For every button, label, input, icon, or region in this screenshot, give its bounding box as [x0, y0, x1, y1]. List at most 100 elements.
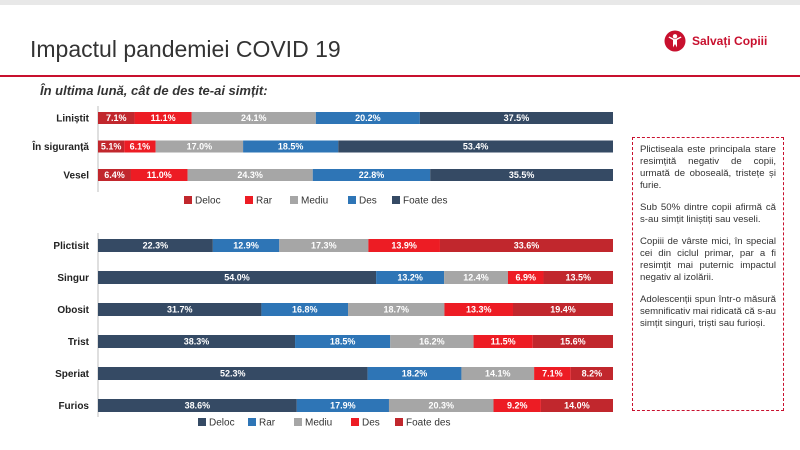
- chart-2: Plictisit 22.3% 12.9% 17.3% 13.9% 33.6% Singur…: [53, 233, 613, 429]
- bar-speriat-des: [534, 367, 571, 380]
- bar-vesel-rar: [130, 169, 188, 181]
- bar-speriat-rar: [367, 367, 462, 380]
- data-label-plictisit-mediu: 17.3%: [311, 241, 337, 251]
- data-label-furios-des: 9.2%: [507, 401, 528, 411]
- data-label-trist-mediu: 16.2%: [419, 337, 445, 347]
- category-label-furios: Furios: [58, 401, 89, 412]
- bar-obosit-foate-des: [512, 303, 613, 316]
- legend-swatch-des: [348, 196, 356, 204]
- brand-logo: Salvați Copiii: [664, 30, 767, 52]
- data-label-vesel-rar: 11.0%: [147, 170, 172, 180]
- data-label-furios-rar: 17.9%: [330, 401, 356, 411]
- data-label-vesel-deloc: 6.4%: [104, 170, 125, 180]
- bar-speriat-deloc: [98, 367, 368, 380]
- stacked-bar-charts: Liniștit 7.1% 11.1% 24.1% 20.2% 37.5% În sigur…: [31, 106, 613, 429]
- data-label-obosit-deloc: 31.7%: [167, 305, 193, 315]
- legend-label-des: Des: [362, 418, 380, 429]
- legend-label-deloc: Deloc: [209, 418, 235, 429]
- data-label-vesel-foate-des: 35.5%: [509, 170, 535, 180]
- data-label-furios-mediu: 20.3%: [428, 401, 454, 411]
- data-label-trist-deloc: 38.3%: [184, 337, 210, 347]
- page-title: Impactul pandemiei COVID 19: [30, 36, 341, 62]
- data-label-in-siguranta-deloc: 5.1%: [101, 142, 122, 152]
- bar-singur-rar: [376, 271, 445, 284]
- bar-vesel-des: [312, 169, 431, 181]
- note-1: Plictiseala este principala stare resimț…: [640, 144, 776, 191]
- data-label-obosit-mediu: 18.7%: [383, 305, 409, 315]
- bar-in-siguranta-foate-des: [338, 140, 613, 153]
- bar-plictisit-des: [368, 239, 440, 252]
- bar-singur-des: [507, 271, 544, 284]
- data-label-furios-foate-des: 14.0%: [564, 401, 590, 411]
- legend-swatch-rar: [245, 196, 253, 204]
- bar-linistit-deloc: [98, 112, 135, 124]
- data-label-obosit-des: 13.3%: [466, 305, 492, 315]
- bar-linistit-des: [315, 112, 420, 124]
- category-label-vesel: Vesel: [63, 171, 89, 182]
- bar-singur-foate-des: [543, 271, 613, 284]
- bar-furios-des: [493, 399, 541, 412]
- bar-linistit-foate-des: [419, 112, 613, 124]
- top-rule: [0, 0, 800, 5]
- data-label-plictisit-foate-des: 33.6%: [514, 241, 540, 251]
- bar-obosit-deloc: [98, 303, 262, 316]
- category-label-in-siguranta: În siguranță: [31, 140, 89, 153]
- bar-trist-deloc: [98, 335, 296, 348]
- category-label-linistit: Liniștit: [56, 114, 89, 125]
- data-label-singur-foate-des: 13.5%: [565, 273, 591, 283]
- data-label-in-siguranta-mediu: 17.0%: [187, 142, 213, 152]
- data-label-vesel-des: 22.8%: [359, 170, 385, 180]
- bar-furios-deloc: [98, 399, 297, 412]
- bar-singur-deloc: [98, 271, 377, 284]
- legend-swatch-mediu: [290, 196, 298, 204]
- salvati-copiii-logo-icon: [664, 30, 686, 52]
- data-label-linistit-des: 20.2%: [355, 113, 381, 123]
- data-label-trist-foate-des: 15.6%: [560, 337, 586, 347]
- bar-trist-des: [473, 335, 533, 348]
- bar-plictisit-deloc: [98, 239, 213, 252]
- data-label-speriat-rar: 18.2%: [402, 369, 428, 379]
- bar-in-siguranta-mediu: [155, 140, 244, 153]
- bar-obosit-mediu: [348, 303, 445, 316]
- data-label-linistit-deloc: 7.1%: [106, 113, 127, 123]
- bar-plictisit-rar: [212, 239, 280, 252]
- bar-speriat-foate-des: [570, 367, 613, 380]
- data-label-speriat-des: 7.1%: [542, 369, 563, 379]
- data-label-plictisit-rar: 12.9%: [233, 241, 259, 251]
- data-label-singur-mediu: 12.4%: [463, 273, 489, 283]
- bar-trist-rar: [295, 335, 391, 348]
- data-label-linistit-foate-des: 37.5%: [504, 113, 530, 123]
- bar-singur-mediu: [444, 271, 508, 284]
- data-label-trist-des: 11.5%: [491, 337, 516, 347]
- legend-label-rar: Rar: [259, 418, 276, 429]
- legend-swatch-des: [351, 418, 359, 426]
- data-label-speriat-mediu: 14.1%: [485, 369, 511, 379]
- bar-in-siguranta-des: [243, 140, 339, 153]
- data-label-in-siguranta-foate-des: 53.4%: [463, 142, 489, 152]
- data-label-obosit-foate-des: 19.4%: [550, 305, 576, 315]
- legend-swatch-rar: [248, 418, 256, 426]
- legend-label-des: Des: [359, 196, 377, 207]
- legend-swatch-mediu: [294, 418, 302, 426]
- note-3: Copiii de vârste mici, în special cei di…: [640, 236, 776, 283]
- legend-label-foate-des: Foate des: [406, 418, 450, 429]
- data-label-plictisit-des: 13.9%: [391, 241, 417, 251]
- data-label-in-siguranta-des: 18.5%: [278, 142, 304, 152]
- data-label-speriat-deloc: 52.3%: [220, 369, 246, 379]
- category-label-trist: Trist: [68, 337, 90, 348]
- legend-swatch-foate-des: [395, 418, 403, 426]
- legend-label-rar: Rar: [256, 196, 273, 207]
- survey-question: În ultima lună, cât de des te-ai simțit:: [40, 83, 268, 98]
- bar-in-siguranta-deloc: [98, 140, 125, 153]
- bar-linistit-mediu: [191, 112, 316, 124]
- bar-in-siguranta-rar: [124, 140, 156, 153]
- category-label-singur: Singur: [57, 273, 89, 284]
- brand-name: Salvați Copiii: [692, 34, 768, 48]
- data-label-singur-rar: 13.2%: [397, 273, 423, 283]
- data-label-linistit-rar: 11.1%: [151, 113, 176, 123]
- bar-furios-mediu: [388, 399, 494, 412]
- note-4: Adolescenții spun într-o măsură semnific…: [640, 294, 776, 329]
- data-label-furios-deloc: 38.6%: [185, 401, 211, 411]
- data-label-singur-des: 6.9%: [515, 273, 536, 283]
- legend-label-deloc: Deloc: [195, 196, 221, 207]
